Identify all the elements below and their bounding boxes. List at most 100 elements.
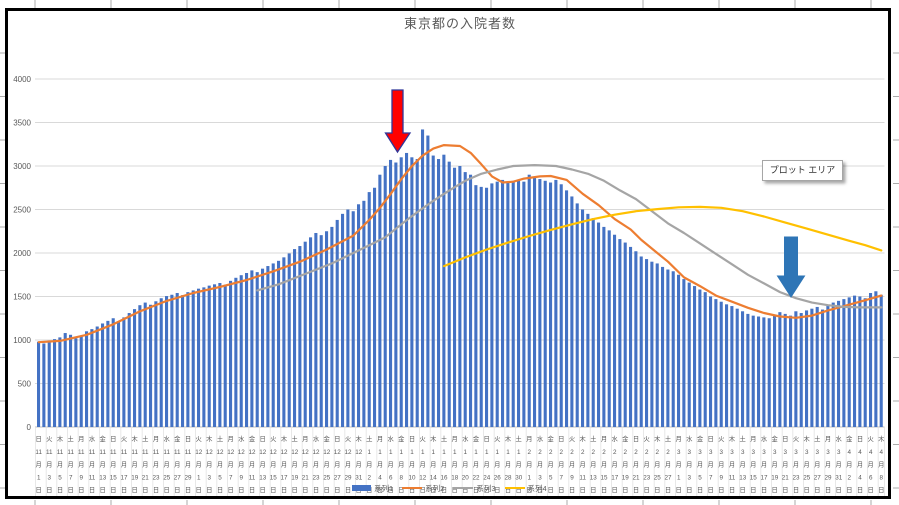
bar[interactable] [410, 157, 414, 428]
bar[interactable] [543, 180, 547, 427]
bar[interactable] [245, 273, 249, 427]
bar[interactable] [469, 174, 473, 427]
bar[interactable] [773, 315, 777, 427]
bar[interactable] [879, 294, 883, 427]
bar[interactable] [191, 290, 195, 427]
bar[interactable] [309, 237, 313, 427]
bar[interactable] [335, 219, 339, 427]
bar[interactable] [447, 161, 451, 427]
series3-line[interactable] [256, 164, 883, 309]
bar[interactable] [69, 334, 73, 427]
bar[interactable] [421, 129, 425, 427]
blue-down-arrow-icon[interactable] [776, 236, 806, 298]
bar[interactable] [661, 266, 665, 427]
bar[interactable] [783, 313, 787, 427]
bar[interactable] [826, 305, 830, 427]
bar[interactable] [645, 259, 649, 427]
bar[interactable] [250, 270, 254, 427]
bar[interactable] [149, 304, 153, 427]
bar[interactable] [869, 293, 873, 427]
bar[interactable] [602, 226, 606, 427]
bar[interactable] [511, 180, 515, 427]
bar[interactable] [847, 297, 851, 427]
bar[interactable] [815, 306, 819, 427]
bar[interactable] [618, 239, 622, 427]
bar[interactable] [479, 186, 483, 427]
bar[interactable] [853, 295, 857, 427]
bar[interactable] [709, 296, 713, 428]
bar[interactable] [314, 232, 318, 427]
series2-line[interactable] [37, 144, 883, 344]
bar[interactable] [346, 209, 350, 428]
bar[interactable] [527, 174, 531, 427]
blue-down-arrow-shape[interactable] [776, 235, 806, 299]
bar[interactable] [581, 209, 585, 428]
bar[interactable] [186, 292, 190, 427]
bar[interactable] [405, 152, 409, 427]
bar[interactable] [138, 305, 142, 427]
bar[interactable] [165, 296, 169, 427]
bar[interactable] [357, 204, 361, 427]
bar[interactable] [538, 179, 542, 427]
bar[interactable] [634, 251, 638, 427]
bar[interactable] [490, 183, 494, 427]
bar[interactable] [858, 296, 862, 428]
bar[interactable] [810, 308, 814, 427]
bar[interactable] [533, 177, 537, 427]
bar[interactable] [122, 317, 126, 427]
bar[interactable] [559, 184, 563, 427]
bar[interactable] [639, 256, 643, 427]
x-axis-labels[interactable]: 日 11 月 1 日火 11 月 3 日木 11 月 5 日土 11 月 7 日月 11 月 9 日水 11 月 11 日金 11… [35, 434, 885, 494]
bar[interactable] [693, 286, 697, 427]
bar[interactable] [671, 271, 675, 427]
bar[interactable] [714, 299, 718, 427]
bar[interactable] [133, 309, 137, 427]
bar[interactable] [677, 274, 681, 427]
bar[interactable] [607, 230, 611, 427]
bar[interactable] [821, 309, 825, 427]
bar[interactable] [517, 179, 521, 427]
bar[interactable] [218, 283, 222, 427]
bar[interactable] [794, 311, 798, 427]
bar[interactable] [271, 263, 275, 427]
bar[interactable] [719, 301, 723, 427]
bar[interactable] [170, 294, 174, 427]
bar[interactable] [90, 329, 94, 428]
bar[interactable] [453, 167, 457, 428]
legend-item-series4[interactable]: 系列4 [504, 483, 547, 494]
bar[interactable] [389, 159, 393, 427]
bar[interactable] [74, 338, 78, 427]
bar[interactable] [330, 226, 334, 427]
bar[interactable] [757, 316, 761, 427]
bar[interactable] [154, 301, 158, 427]
bar[interactable] [437, 159, 441, 428]
legend-item-series1[interactable]: 系列1 [352, 483, 393, 494]
bar[interactable] [111, 318, 115, 427]
bar[interactable] [501, 179, 505, 427]
bar[interactable] [506, 182, 510, 427]
bar[interactable] [575, 203, 579, 427]
bar[interactable] [495, 181, 499, 427]
bar[interactable] [863, 298, 867, 427]
bar[interactable] [63, 333, 67, 427]
bar[interactable] [831, 302, 835, 427]
bar[interactable] [223, 284, 227, 427]
legend-item-series2[interactable]: 系列2 [402, 483, 444, 494]
bar[interactable] [351, 211, 355, 427]
bar[interactable] [159, 298, 163, 427]
bar[interactable] [442, 154, 446, 427]
bar[interactable] [106, 320, 110, 427]
bar[interactable] [485, 187, 489, 427]
bar[interactable] [213, 284, 217, 427]
legend-item-series3[interactable]: 系列3 [453, 483, 496, 494]
bar[interactable] [725, 304, 729, 427]
chart-legend[interactable]: 系列1 系列2 系列3 系列4 [352, 482, 547, 494]
bar[interactable] [399, 157, 403, 428]
bar[interactable] [730, 306, 734, 427]
bar[interactable] [37, 341, 41, 427]
bar[interactable] [58, 337, 62, 427]
bar[interactable] [394, 162, 398, 427]
bar[interactable] [319, 235, 323, 427]
bar[interactable] [298, 246, 302, 427]
bar[interactable] [85, 331, 89, 427]
